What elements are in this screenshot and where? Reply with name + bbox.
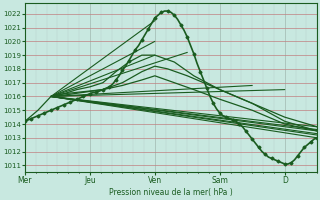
- X-axis label: Pression niveau de la mer( hPa ): Pression niveau de la mer( hPa ): [109, 188, 233, 197]
